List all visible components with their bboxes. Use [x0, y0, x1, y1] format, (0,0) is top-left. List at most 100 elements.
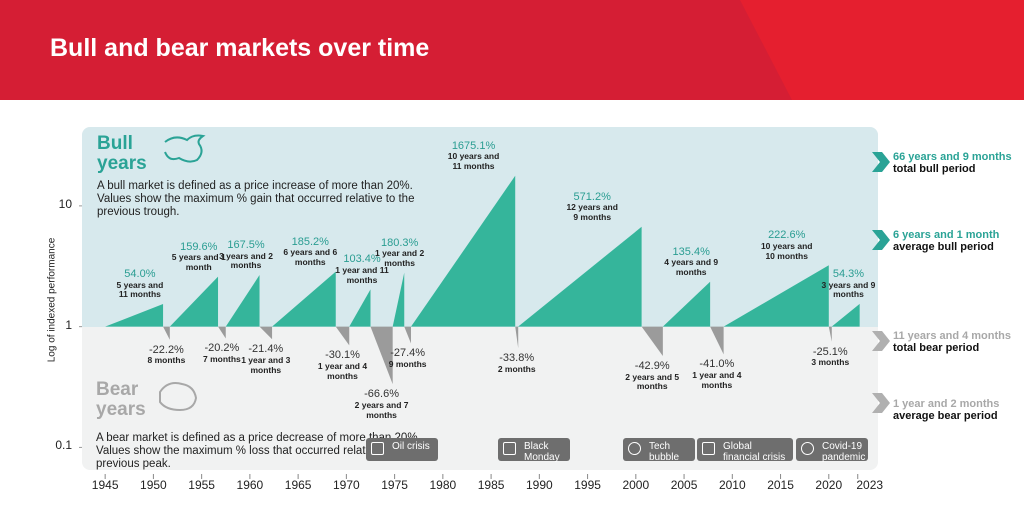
summary-label: total bull period [893, 163, 976, 176]
summary-arrows [872, 152, 890, 413]
bull-area [169, 276, 219, 327]
bear-label: -25.1% 3 months [803, 346, 857, 368]
summary-value: 1 year and 2 months [893, 398, 1000, 410]
bear-value-label: -20.2% [204, 342, 240, 355]
bear-duration: 1 year and 4 months [692, 369, 742, 390]
bear-label: -41.0% 1 year and 4 months [690, 358, 744, 390]
bear-value-label: -66.6% [364, 388, 399, 401]
bull-value-label: 185.2% [291, 235, 329, 248]
bull-area [831, 303, 860, 327]
event-label: Covid-19 pandemic [796, 438, 868, 463]
bear-duration: 7 months [203, 354, 241, 365]
y-tick-label: 10 [58, 196, 72, 211]
bull-duration: 10 years and 11 months [447, 151, 500, 172]
bear-duration: 1 year and 4 months [317, 361, 368, 381]
bull-area [392, 272, 405, 327]
x-tick-label: 1955 [188, 478, 215, 492]
summary-value: 11 years and 4 months [893, 330, 1011, 342]
x-tick-label: 1985 [477, 478, 505, 492]
x-tick-label: 1970 [333, 478, 360, 492]
bull-value-label: 571.2% [573, 190, 611, 203]
x-tick-label: 1975 [381, 478, 408, 492]
bull-area [723, 265, 829, 327]
bull-area [662, 281, 711, 327]
bear-value-label: -33.8% [499, 352, 535, 365]
bull-value-label: 159.6% [180, 240, 218, 253]
bear-area [710, 326, 724, 355]
bull-value-label: 167.5% [227, 239, 265, 252]
event-icon [801, 442, 814, 455]
bear-icon [159, 382, 198, 412]
x-tick-label: 1995 [574, 478, 601, 492]
bull-label: 222.6% 10 years and 10 months [760, 229, 814, 261]
x-tick-label: 1980 [429, 478, 457, 492]
bull-duration: 5 years and 1 month [171, 252, 226, 273]
bear-duration: 2 years and 7 months [354, 399, 409, 420]
bull-area [411, 175, 516, 327]
bear-label: -66.6% 2 years and 7 months [355, 388, 409, 420]
x-tick-label: 1945 [91, 478, 119, 492]
bull-duration: 1 year and 2 months [375, 248, 425, 268]
event-icon [503, 442, 516, 455]
x-tick-label: 2020 [815, 478, 843, 492]
bear-value-label: -41.0% [699, 358, 735, 371]
summary: 11 years and 4 months total bear period [893, 330, 1021, 355]
bear-label: -42.9% 2 years and 5 months [625, 360, 679, 392]
bear-duration: 2 months [497, 363, 536, 374]
bear-label: -33.8% 2 months [490, 352, 544, 374]
bear-area [515, 326, 519, 349]
event-label: Black Monday [498, 438, 570, 463]
summary-label: average bull period [893, 241, 994, 254]
bull-value-label: 222.6% [768, 229, 806, 242]
bear-value-label: -30.1% [325, 349, 360, 362]
bear-area [370, 326, 393, 385]
summary-value: 6 years and 1 month [893, 229, 1000, 241]
bull-label: 571.2% 12 years and 9 months [565, 191, 619, 223]
bull-label: 135.4% 4 years and 9 months [664, 246, 718, 278]
bear-duration: 2 years and 5 months [625, 371, 680, 392]
bull-area [272, 271, 336, 327]
event-label: Tech bubble [623, 438, 695, 463]
bear-value-label: -22.2% [148, 343, 184, 356]
bull-area [225, 275, 260, 327]
bear-area [641, 326, 663, 357]
bull-duration: 4 years and 9 months [664, 257, 719, 278]
bull-title: Bull years [97, 133, 147, 174]
bull-area [518, 226, 642, 327]
bull-label: 54.3% 3 years and 9 months [821, 268, 876, 300]
bear-duration: 3 months [811, 357, 850, 368]
bear-label: -27.4% 9 months [381, 347, 435, 369]
bull-duration: 3 years and 2 months [219, 250, 273, 271]
bull-label: 103.4% 1 year and 11 months [335, 253, 389, 285]
bear-value-label: -27.4% [390, 347, 426, 360]
bear-value-label: -21.4% [248, 343, 284, 356]
bull-duration: 12 years and 9 months [566, 202, 618, 223]
bear-area [828, 326, 832, 342]
bear-duration: 9 months [388, 359, 427, 370]
bull-value-label: 103.4% [343, 253, 381, 266]
bear-label: -22.2% 8 months [139, 344, 193, 366]
bull-duration: 5 years and 11 months [116, 279, 164, 300]
x-tick-label: 2010 [718, 478, 746, 492]
header-accent [740, 0, 1024, 100]
x-tick-label: 1950 [140, 478, 167, 492]
bear-label: -21.4% 1 year and 3 months [239, 343, 293, 375]
summary-value: 66 years and 9 months [893, 151, 1012, 163]
bull-area [349, 289, 371, 327]
bear-label: -20.2% 7 months [195, 342, 249, 364]
bull-value-label: 1675.1% [451, 139, 496, 152]
x-tick-label: 1960 [236, 478, 264, 492]
bear-area [163, 326, 170, 340]
bear-duration: 1 year and 3 months [241, 354, 291, 375]
bull-label: 185.2% 6 years and 6 months [283, 236, 337, 268]
bull-label: 180.3% 1 year and 2 months [373, 237, 427, 269]
event-label: Oil crisis [366, 438, 438, 461]
y-tick-label: 0.1 [55, 438, 72, 453]
bull-value-label: 135.4% [672, 245, 710, 258]
bull-label: 1675.1% 10 years and 11 months [447, 140, 501, 172]
x-tick-label: 2023 [856, 478, 884, 492]
bear-title: Bear years [96, 379, 146, 420]
bull-area [105, 303, 164, 327]
